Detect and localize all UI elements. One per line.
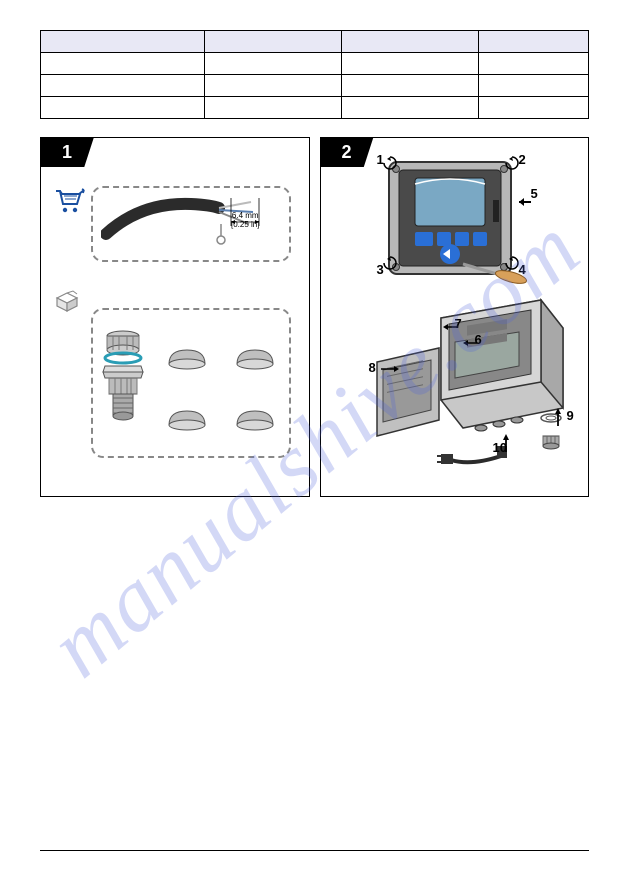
callout-4: 4	[519, 262, 526, 277]
arrow-icon	[505, 256, 519, 270]
table-header	[41, 31, 205, 53]
figure-2-panel: 2	[320, 137, 590, 497]
plugs-grid	[161, 333, 281, 443]
arrow-icon	[461, 338, 479, 348]
plug-illustration	[233, 344, 277, 372]
arrow-icon	[379, 364, 401, 374]
table-header	[479, 31, 589, 53]
spec-table	[40, 30, 589, 119]
figure-2-tab: 2	[320, 137, 374, 167]
callout-2: 2	[519, 152, 526, 167]
cable-gland-illustration	[101, 326, 145, 426]
cart-icon	[55, 188, 85, 214]
arrow-icon	[441, 322, 459, 332]
footer-rule	[40, 850, 589, 851]
arrow-icon	[553, 406, 563, 428]
callout-8: 8	[369, 360, 376, 375]
table-row	[41, 53, 589, 75]
arrow-icon	[505, 156, 519, 170]
figure-1-panel: 1	[40, 137, 310, 497]
figures-row: 1	[40, 137, 589, 497]
open-enclosure-illustration	[351, 288, 571, 468]
arrow-icon	[501, 432, 511, 454]
table-header	[205, 31, 342, 53]
plug-illustration	[165, 344, 209, 372]
plug-illustration	[165, 405, 209, 433]
dimension-label: 6.4 mm [0.25 in]	[231, 212, 259, 230]
table-row	[41, 97, 589, 119]
arrow-icon	[517, 194, 537, 210]
callout-9: 9	[567, 408, 574, 423]
table-header	[342, 31, 479, 53]
box-icon	[55, 290, 81, 312]
table-row	[41, 75, 589, 97]
plug-illustration	[233, 405, 277, 433]
arrow-icon	[383, 256, 397, 270]
arrow-icon	[383, 156, 397, 170]
figure-1-tab: 1	[40, 137, 94, 167]
